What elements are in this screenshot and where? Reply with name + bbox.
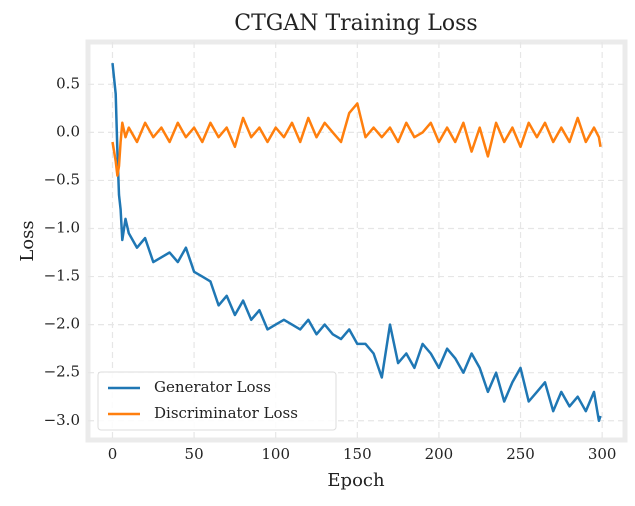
x-tick-label: 150 xyxy=(343,445,372,463)
y-tick-label: −2.5 xyxy=(44,363,80,381)
legend-label: Generator Loss xyxy=(154,378,271,396)
legend-box xyxy=(97,371,337,431)
x-tick-label: 250 xyxy=(506,445,535,463)
y-tick-label: −0.5 xyxy=(44,170,80,188)
x-tick-label: 50 xyxy=(185,445,204,463)
y-axis-label: Loss xyxy=(17,220,38,261)
y-tick-label: 0.5 xyxy=(56,74,80,92)
line-series xyxy=(111,62,602,423)
x-tick-label: 300 xyxy=(588,445,617,463)
legend-label: Discriminator Loss xyxy=(154,404,298,422)
x-tick-label: 200 xyxy=(425,445,454,463)
y-tick-label: 0.0 xyxy=(56,122,80,140)
y-tick-label: −2.0 xyxy=(44,315,80,333)
y-tick-label: −1.0 xyxy=(44,219,80,237)
chart-title: CTGAN Training Loss xyxy=(234,11,477,36)
x-axis-label: Epoch xyxy=(327,470,385,491)
line-series xyxy=(111,102,602,177)
y-tick-label: −1.5 xyxy=(44,267,80,285)
y-tick-label: −3.0 xyxy=(44,411,80,429)
x-tick-label: 100 xyxy=(261,445,290,463)
x-tick-label: 0 xyxy=(108,445,118,463)
